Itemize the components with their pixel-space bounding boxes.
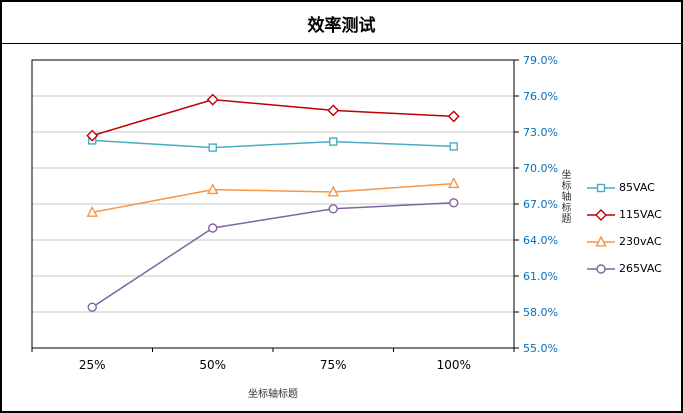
y-tick-label: 55.0% — [523, 342, 558, 355]
legend-diamond-marker-icon — [587, 208, 615, 221]
circle-marker-icon — [328, 204, 338, 214]
diamond-marker-icon — [595, 208, 607, 221]
circle-marker-icon — [208, 223, 218, 233]
legend-label: 85VAC — [619, 181, 655, 194]
legend-item-230vAC: 230vAC — [586, 228, 662, 255]
y-tick-label: 61.0% — [523, 270, 558, 283]
y-tick-label: 67.0% — [523, 198, 558, 211]
circle-marker-icon — [87, 302, 97, 312]
x-tick-label: 50% — [199, 358, 226, 372]
legend-item-85VAC: 85VAC — [586, 174, 662, 201]
triangle-marker-icon — [595, 234, 607, 247]
y-tick-label: 64.0% — [523, 234, 558, 247]
y-tick-label: 73.0% — [523, 126, 558, 139]
square-marker-icon — [596, 183, 606, 192]
diamond-marker-icon — [206, 93, 219, 106]
y-tick-label: 79.0% — [523, 54, 558, 67]
x-tick-label: 25% — [79, 358, 106, 372]
x-axis-title: 坐标轴标题 — [248, 389, 298, 400]
square-marker-icon — [449, 142, 458, 151]
series-line-115VAC — [92, 98, 454, 137]
title-divider — [2, 43, 681, 44]
legend-item-265VAC: 265VAC — [586, 255, 662, 282]
legend-label: 115VAC — [619, 208, 662, 221]
series-line-230vAC — [92, 182, 454, 214]
diamond-marker-icon — [447, 110, 460, 123]
series-line-85VAC — [92, 139, 454, 149]
x-tick-label: 75% — [320, 358, 347, 372]
y-tick-label: 70.0% — [523, 162, 558, 175]
diamond-marker-icon — [327, 104, 340, 117]
legend-label: 230vAC — [619, 235, 662, 248]
legend-triangle-marker-icon — [587, 234, 615, 247]
legend-item-115VAC: 115VAC — [586, 201, 662, 228]
y-axis-title: 坐标轴标题 — [559, 169, 570, 224]
triangle-marker-icon — [327, 185, 340, 197]
triangle-marker-icon — [206, 183, 219, 195]
y-tick-label: 76.0% — [523, 90, 558, 103]
y-tick-label: 58.0% — [523, 306, 558, 319]
circle-marker-icon — [596, 263, 606, 274]
series-line-265VAC — [91, 202, 454, 308]
triangle-marker-icon — [86, 205, 99, 217]
legend-circle-marker-icon — [587, 263, 615, 274]
diamond-marker-icon — [86, 129, 99, 142]
triangle-marker-icon — [447, 177, 460, 189]
square-marker-icon — [208, 143, 217, 152]
legend-square-marker-icon — [587, 183, 615, 192]
square-marker-icon — [329, 137, 338, 146]
chart-legend: 85VAC 115VAC 230vAC 265VAC — [586, 174, 662, 282]
legend-label: 265VAC — [619, 262, 662, 275]
chart-title: 效率测试 — [307, 16, 376, 36]
circle-marker-icon — [449, 198, 459, 208]
x-tick-label: 100% — [437, 358, 471, 372]
